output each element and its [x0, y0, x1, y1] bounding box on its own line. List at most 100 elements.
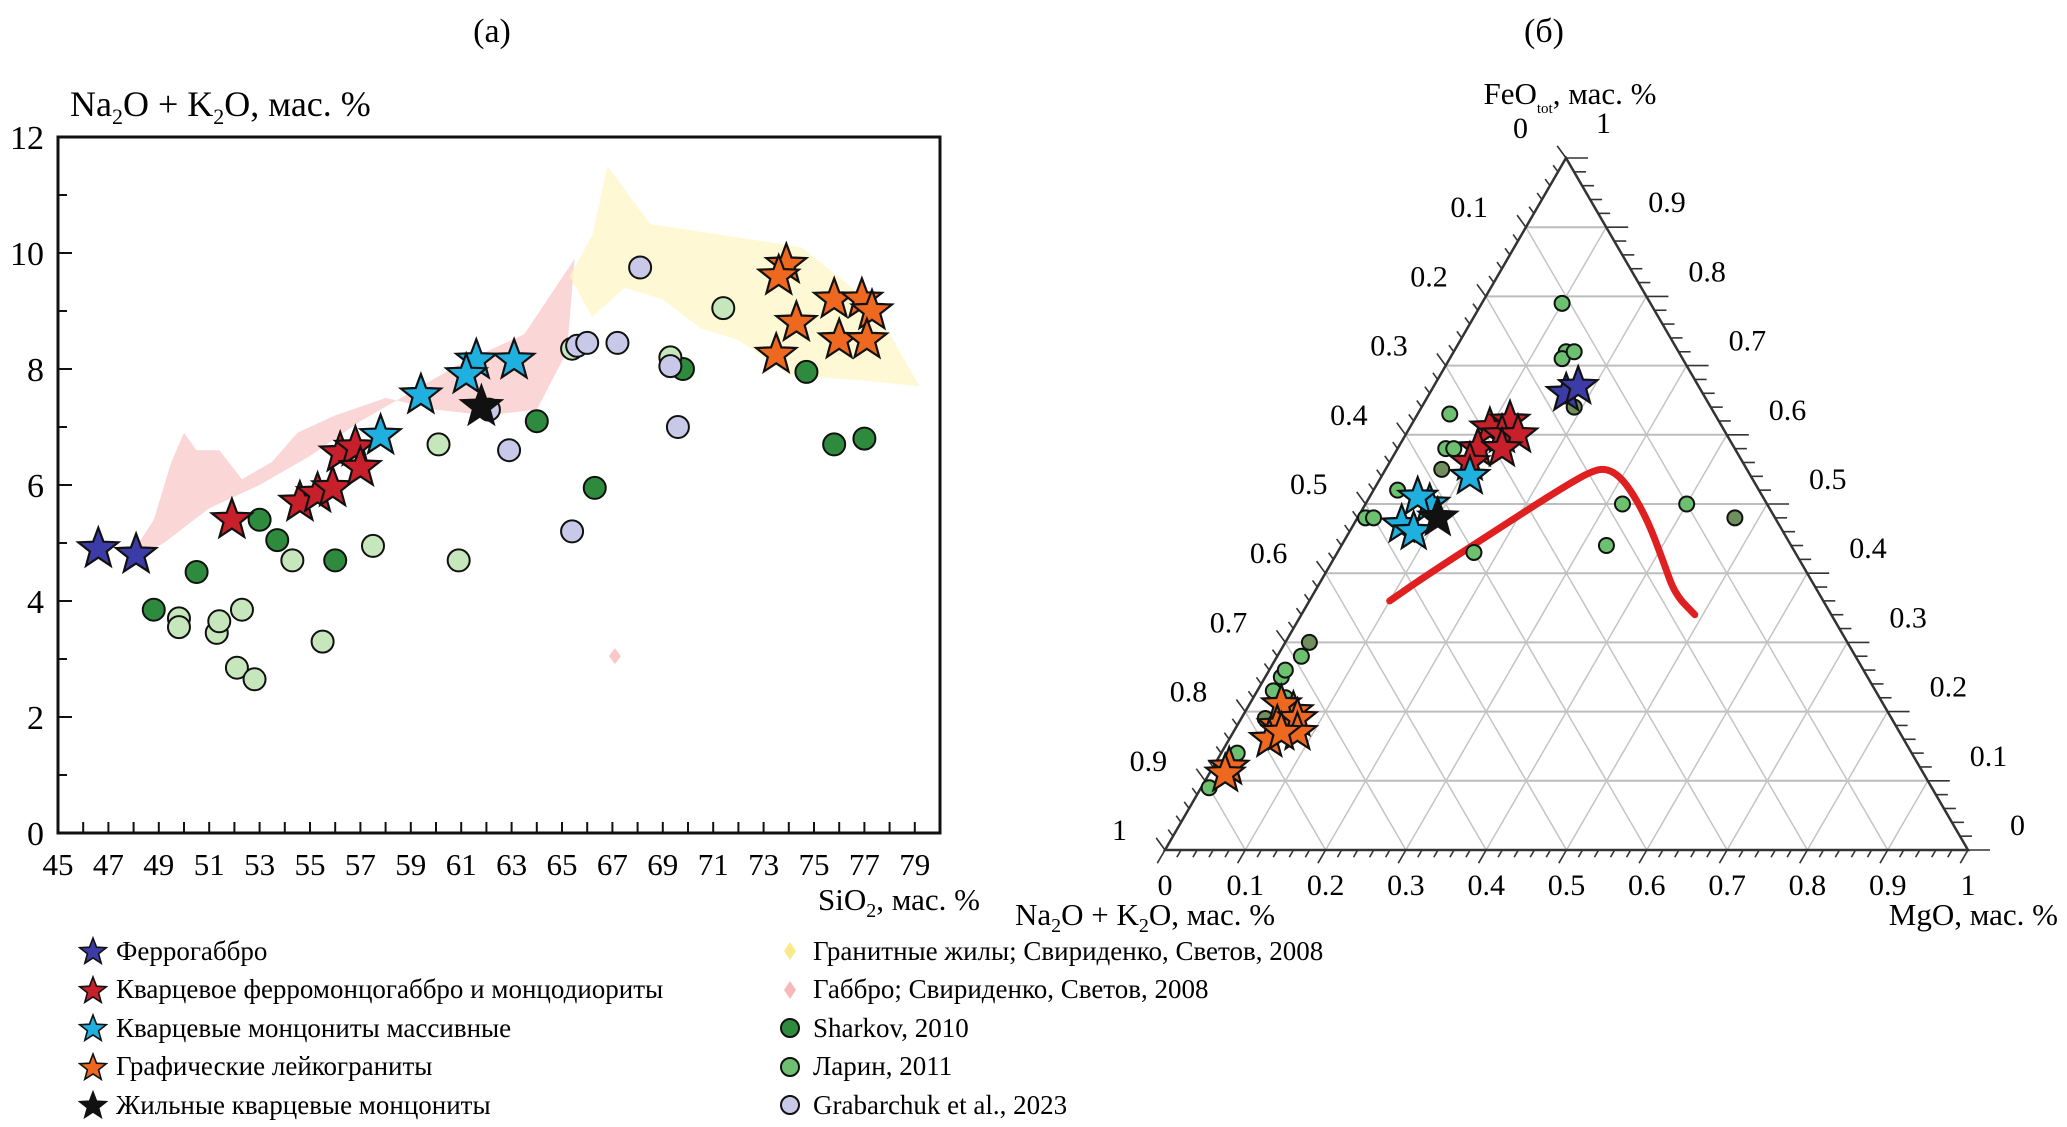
- data-point: [75, 524, 122, 569]
- data-point: [446, 548, 471, 573]
- legend-left: Феррогаббро Кварцевое ферромонцогаббро и …: [78, 932, 663, 1125]
- right-tick-label: 0.4: [1849, 532, 1887, 565]
- y-axis-title-part: O + K: [123, 84, 213, 124]
- data-point: [773, 298, 820, 343]
- axis-tick: [1416, 400, 1423, 408]
- right-tick-label: 0: [2010, 809, 2025, 842]
- axis-tick: [1255, 676, 1262, 685]
- axis-tick: [1465, 849, 1471, 858]
- bottom-tick-label: 0.7: [1708, 869, 1746, 902]
- right-tick-label: 0.8: [1688, 255, 1726, 288]
- grid-line: [1405, 365, 1688, 851]
- data-point: [605, 330, 630, 355]
- circle-marker-icon: [780, 1056, 800, 1077]
- axis-tick: [1516, 214, 1527, 228]
- axis-tick: [1496, 261, 1503, 270]
- legend-label: Габбро; Свириденко, Светов, 2008: [813, 974, 1209, 1005]
- axis-tick: [1192, 849, 1198, 858]
- legend-label: Гранитные жилы; Свириденко, Светов, 2008: [813, 935, 1324, 966]
- data-point: [361, 533, 385, 558]
- axis-tick: [1397, 849, 1407, 864]
- x-tick-label: 71: [698, 847, 729, 882]
- star-icon: [78, 936, 108, 966]
- data-point: [665, 415, 690, 439]
- grid-line: [1364, 503, 1568, 851]
- data-point: [1203, 750, 1248, 793]
- ternary-axes: 00 10.10.1 0.90.20.2 0.80.30.3 0.70.40.4 0.60…: [1112, 107, 2025, 902]
- axis-tick: [1183, 801, 1190, 809]
- data-points-a: [75, 240, 895, 692]
- star-marker-icon: [78, 936, 108, 966]
- axis-tick: [1176, 849, 1182, 858]
- axis-tick: [1396, 422, 1407, 436]
- data-point: [1553, 294, 1571, 312]
- bottom-tick-label: 0: [1158, 869, 1173, 902]
- legend-item: Жильные кварцевые монцониты: [78, 1086, 663, 1125]
- axis-tick: [1195, 768, 1206, 782]
- data-point: [332, 423, 379, 467]
- legend-label: Кварцевое ферромонцогаббро и монцодиорит…: [116, 974, 664, 1005]
- right-tick-label: 0.6: [1769, 394, 1807, 427]
- left-tick-label: 0.6: [1250, 537, 1288, 570]
- axis-tick: [1436, 353, 1447, 367]
- axis-tick: [1417, 849, 1423, 858]
- x-axis-title-part: , мас. %: [876, 882, 980, 917]
- data-point: [560, 519, 585, 544]
- x-tick-label: 61: [446, 847, 477, 882]
- axis-tick: [1545, 849, 1552, 858]
- legend-item: Ларин, 2011: [775, 1048, 1323, 1087]
- legend-item: Феррогаббро: [78, 932, 663, 971]
- axis-tick: [1256, 849, 1263, 858]
- axis-tick: [1544, 178, 1551, 187]
- axis-tick: [1529, 849, 1536, 858]
- right-tick-label: 0.3: [1889, 601, 1927, 634]
- axis-tick: [1504, 247, 1511, 256]
- axis-tick: [1657, 849, 1664, 858]
- bottom-tick-label: 0.2: [1307, 869, 1345, 902]
- axis-tick: [1625, 849, 1632, 858]
- axes-a: 45 47 49 51 53 55 57 59 61 63 65 67 69 71 73 75 77 79 0 2 4 6…: [10, 120, 942, 882]
- legend-item: Графические лейкограниты: [78, 1048, 663, 1087]
- axis-tick: [1593, 849, 1600, 858]
- data-point: [1415, 494, 1460, 537]
- x-tick-label: 53: [244, 847, 275, 882]
- data-point: [458, 382, 505, 427]
- data-point: [658, 354, 683, 379]
- data-point: [184, 560, 209, 584]
- left-tick-label: 0.7: [1210, 606, 1248, 639]
- legend-label: Ларин, 2011: [813, 1051, 953, 1082]
- axis-tick: [1167, 829, 1174, 837]
- axis-tick: [1356, 491, 1367, 505]
- axis-tick: [1558, 849, 1568, 864]
- axis-tick: [1352, 510, 1359, 519]
- x-axis-title-sub: 2: [866, 900, 876, 922]
- axis-tick: [1448, 344, 1455, 353]
- data-point: [443, 350, 490, 395]
- axis-tick: [1512, 233, 1519, 242]
- axis-tick: [1223, 732, 1230, 740]
- axis-tick: [1317, 849, 1327, 864]
- legend-item: Габбро; Свириденко, Светов, 2008: [775, 971, 1323, 1010]
- boundary-curve: [1386, 465, 1699, 619]
- axis-tick: [1304, 849, 1311, 858]
- y-axis-title-sub: 2: [112, 104, 123, 129]
- panel-a-scatter: (a) Na2O + K2O, мас. % 45 47 49 51 53 55 57 59 6…: [10, 13, 980, 922]
- x-tick-label: 47: [93, 847, 124, 882]
- data-point: [310, 629, 335, 654]
- axis-tick: [1384, 455, 1391, 463]
- data-point: [794, 359, 819, 384]
- axis-tick: [1638, 849, 1648, 864]
- x-tick-label: 65: [547, 847, 578, 882]
- legend-right: Гранитные жилы; Свириденко, Светов, 2008…: [775, 932, 1323, 1125]
- bottom-left-title-sub: 2: [1051, 915, 1061, 937]
- data-point: [426, 432, 451, 457]
- y-tick-label: 2: [27, 700, 44, 737]
- circle-marker-icon: [780, 1018, 800, 1039]
- axis-tick: [1368, 483, 1375, 491]
- legend-item: Кварцевое ферромонцогаббро и монцодиорит…: [78, 971, 663, 1010]
- grid-line: [1646, 572, 1808, 851]
- axis-tick: [1376, 469, 1383, 477]
- legend-label: Sharkov, 2010: [813, 1012, 969, 1043]
- axis-tick: [1738, 849, 1744, 858]
- x-tick-label: 59: [395, 847, 426, 882]
